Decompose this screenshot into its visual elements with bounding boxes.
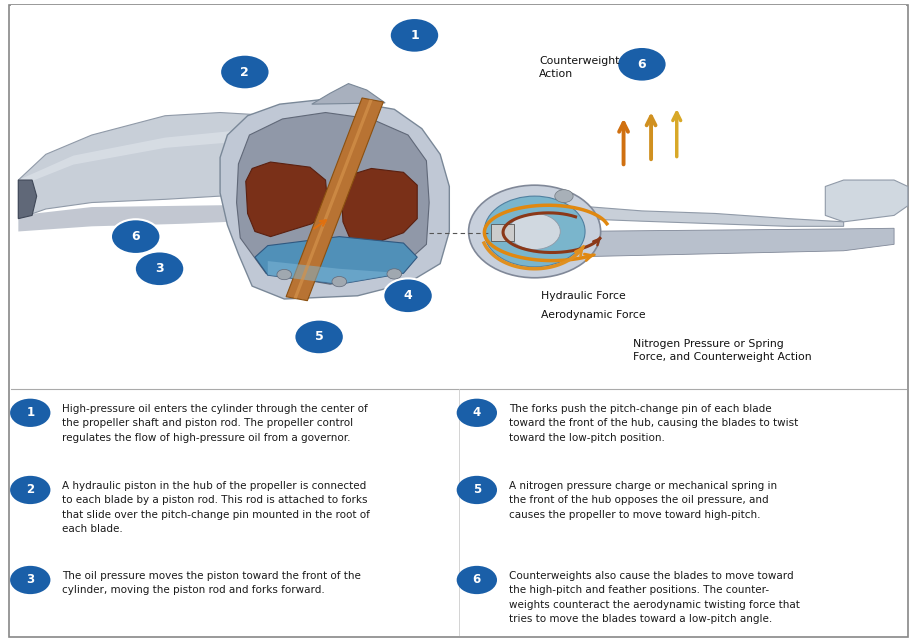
Circle shape [387, 269, 402, 279]
Polygon shape [268, 261, 403, 284]
Text: A nitrogen pressure charge or mechanical spring in
the front of the hub opposes : A nitrogen pressure charge or mechanical… [509, 481, 777, 520]
Text: 6: 6 [131, 230, 140, 243]
Circle shape [509, 213, 560, 249]
Circle shape [111, 219, 160, 254]
Polygon shape [220, 100, 449, 299]
Circle shape [457, 399, 497, 427]
Polygon shape [293, 100, 372, 299]
Text: Aerodynamic Force: Aerodynamic Force [541, 310, 646, 320]
Text: 3: 3 [155, 262, 164, 275]
Circle shape [332, 276, 347, 287]
Polygon shape [559, 228, 894, 257]
Text: High-pressure oil enters the cylinder through the center of
the propeller shaft : High-pressure oil enters the cylinder th… [62, 404, 368, 442]
Polygon shape [825, 180, 908, 222]
Text: 1: 1 [27, 406, 34, 419]
Text: Hydraulic Force: Hydraulic Force [541, 291, 625, 301]
Circle shape [10, 399, 50, 427]
Polygon shape [18, 129, 367, 186]
Polygon shape [237, 113, 429, 284]
Text: A hydraulic piston in the hub of the propeller is connected
to each blade by a p: A hydraulic piston in the hub of the pro… [62, 481, 370, 534]
Text: 1: 1 [410, 29, 419, 42]
Circle shape [10, 566, 50, 594]
Polygon shape [341, 168, 417, 244]
Text: 5: 5 [473, 484, 481, 496]
Text: 5: 5 [315, 331, 324, 343]
Text: Nitrogen Pressure or Spring
Force, and Counterweight Action: Nitrogen Pressure or Spring Force, and C… [633, 339, 812, 362]
Polygon shape [255, 237, 417, 284]
FancyBboxPatch shape [11, 5, 906, 389]
Circle shape [135, 251, 184, 286]
Text: 3: 3 [27, 574, 34, 586]
Polygon shape [18, 180, 37, 219]
Text: Counterweights also cause the blades to move toward
the high-pitch and feather p: Counterweights also cause the blades to … [509, 571, 800, 624]
Circle shape [10, 476, 50, 504]
Circle shape [390, 18, 439, 53]
Circle shape [294, 320, 344, 354]
Circle shape [617, 47, 667, 82]
Circle shape [383, 278, 433, 313]
Text: 2: 2 [240, 66, 249, 78]
Circle shape [457, 476, 497, 504]
Polygon shape [312, 84, 385, 104]
Circle shape [469, 185, 601, 278]
FancyBboxPatch shape [491, 224, 514, 241]
Circle shape [484, 196, 585, 267]
Circle shape [277, 269, 292, 280]
Text: The forks push the pitch-change pin of each blade
toward the front of the hub, c: The forks push the pitch-change pin of e… [509, 404, 798, 442]
Polygon shape [559, 206, 844, 226]
Circle shape [555, 190, 573, 203]
Text: 4: 4 [403, 289, 413, 302]
Polygon shape [246, 162, 328, 237]
FancyBboxPatch shape [9, 5, 908, 637]
Text: 6: 6 [637, 58, 646, 71]
Polygon shape [18, 113, 367, 219]
Polygon shape [286, 98, 383, 301]
Text: 4: 4 [473, 406, 481, 419]
Circle shape [220, 55, 270, 89]
Text: 6: 6 [473, 574, 481, 586]
Text: The oil pressure moves the piston toward the front of the
cylinder, moving the p: The oil pressure moves the piston toward… [62, 571, 361, 595]
Polygon shape [18, 190, 367, 231]
Circle shape [457, 566, 497, 594]
Text: 2: 2 [27, 484, 34, 496]
Text: Counterweight
Action: Counterweight Action [539, 56, 620, 79]
